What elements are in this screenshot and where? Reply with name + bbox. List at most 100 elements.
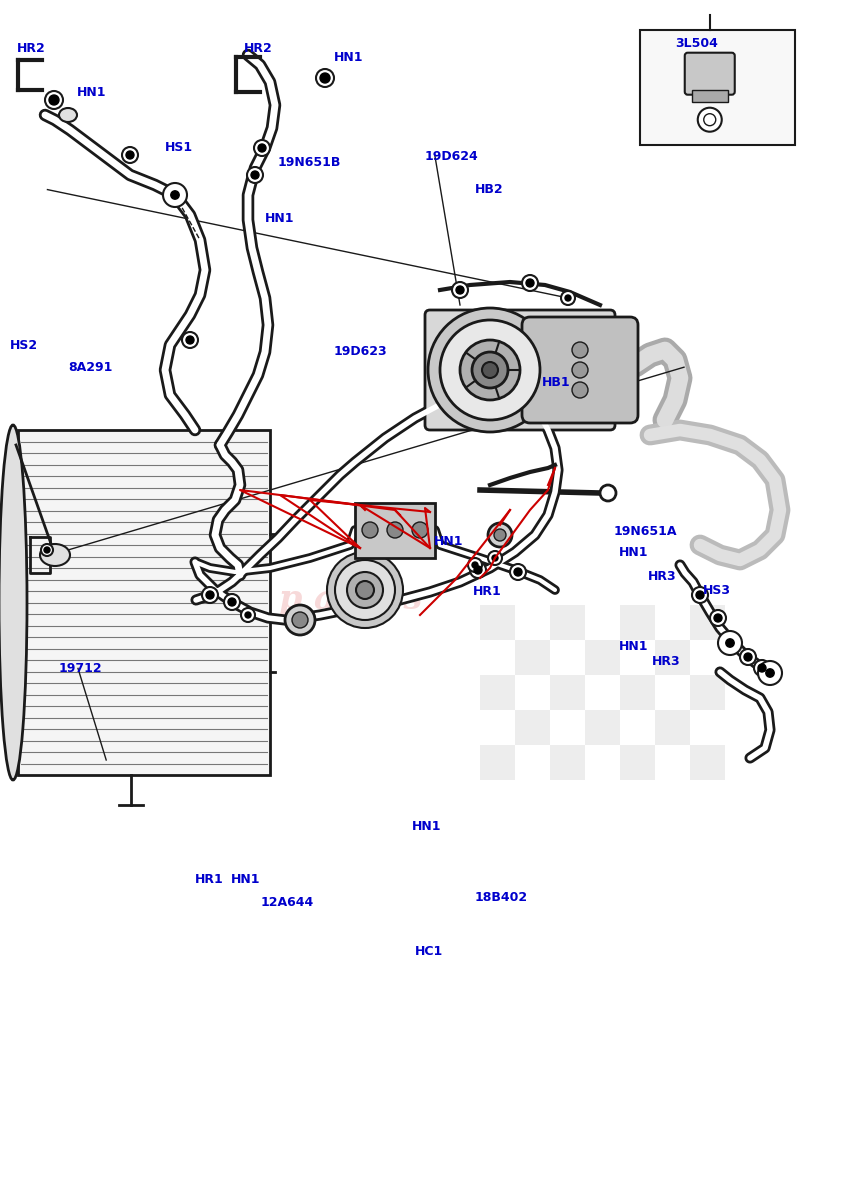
Bar <box>480 745 515 780</box>
Circle shape <box>600 485 616 502</box>
Circle shape <box>356 581 374 599</box>
Text: 8A291: 8A291 <box>68 361 113 373</box>
Circle shape <box>228 598 236 606</box>
Text: HN1: HN1 <box>619 546 649 558</box>
Ellipse shape <box>0 425 27 780</box>
Circle shape <box>182 332 198 348</box>
Circle shape <box>292 612 308 628</box>
Circle shape <box>474 566 482 574</box>
Text: HN1: HN1 <box>412 821 442 833</box>
Circle shape <box>387 522 403 538</box>
Text: HR2: HR2 <box>244 42 273 54</box>
Text: HN1: HN1 <box>231 874 261 886</box>
Circle shape <box>362 522 378 538</box>
Text: HB2: HB2 <box>475 184 503 196</box>
Circle shape <box>488 523 512 547</box>
Text: HR1: HR1 <box>195 874 224 886</box>
Circle shape <box>41 544 53 556</box>
Text: HS3: HS3 <box>703 584 731 596</box>
Circle shape <box>698 108 722 132</box>
Bar <box>355 503 435 558</box>
Circle shape <box>488 551 502 565</box>
Circle shape <box>285 605 315 635</box>
Circle shape <box>468 558 482 572</box>
Text: 12A644: 12A644 <box>261 896 314 908</box>
Text: HN1: HN1 <box>433 535 463 547</box>
Circle shape <box>440 320 540 420</box>
Bar <box>480 605 515 640</box>
Bar <box>515 640 550 674</box>
Circle shape <box>245 612 251 618</box>
Circle shape <box>186 336 194 344</box>
Circle shape <box>335 560 395 620</box>
Bar <box>640 30 795 145</box>
FancyBboxPatch shape <box>425 310 615 430</box>
Bar <box>690 674 725 710</box>
Circle shape <box>744 653 752 661</box>
Bar <box>690 605 725 640</box>
Circle shape <box>49 95 59 104</box>
Circle shape <box>696 590 704 599</box>
Circle shape <box>428 308 552 432</box>
Text: HB1: HB1 <box>542 377 570 389</box>
Circle shape <box>224 594 240 610</box>
Text: 19N651B: 19N651B <box>278 156 341 168</box>
Circle shape <box>758 664 766 672</box>
Circle shape <box>572 342 588 358</box>
Text: HR3: HR3 <box>652 655 680 667</box>
Circle shape <box>526 278 534 287</box>
Circle shape <box>171 191 180 199</box>
Circle shape <box>126 151 134 158</box>
Bar <box>18 430 270 775</box>
Circle shape <box>456 286 464 294</box>
Circle shape <box>258 144 266 152</box>
Circle shape <box>514 568 522 576</box>
Circle shape <box>206 590 214 599</box>
Bar <box>655 710 690 745</box>
FancyBboxPatch shape <box>522 317 638 422</box>
Circle shape <box>472 562 478 568</box>
Text: HR2: HR2 <box>17 42 46 54</box>
Bar <box>550 605 585 640</box>
Circle shape <box>327 552 403 628</box>
Bar <box>655 640 690 674</box>
Circle shape <box>482 362 498 378</box>
Text: HN1: HN1 <box>265 212 295 224</box>
Text: 19D624: 19D624 <box>425 150 479 162</box>
Bar <box>692 90 728 102</box>
Circle shape <box>718 631 742 655</box>
Ellipse shape <box>59 108 77 122</box>
Circle shape <box>740 649 756 665</box>
Circle shape <box>470 562 486 578</box>
Text: 19N651A: 19N651A <box>614 526 677 538</box>
Bar <box>690 745 725 780</box>
Circle shape <box>45 91 63 109</box>
Text: HR1: HR1 <box>473 586 502 598</box>
Circle shape <box>122 146 138 163</box>
Bar <box>620 605 655 640</box>
Bar <box>585 640 620 674</box>
Circle shape <box>754 660 770 676</box>
Ellipse shape <box>40 544 70 566</box>
Text: HC1: HC1 <box>415 946 443 958</box>
Circle shape <box>572 382 588 398</box>
Circle shape <box>766 668 774 677</box>
Circle shape <box>202 587 218 602</box>
Text: 19D623: 19D623 <box>333 346 387 358</box>
Text: 18B402: 18B402 <box>475 892 528 904</box>
Text: HS2: HS2 <box>10 340 38 352</box>
Text: HR3: HR3 <box>648 570 676 582</box>
Circle shape <box>241 608 255 622</box>
Circle shape <box>494 529 506 541</box>
Circle shape <box>412 522 428 538</box>
Circle shape <box>460 340 520 400</box>
Text: 3L504: 3L504 <box>675 37 718 49</box>
Bar <box>515 710 550 745</box>
Circle shape <box>347 572 383 608</box>
Circle shape <box>510 564 526 580</box>
Bar <box>550 745 585 780</box>
Bar <box>480 674 515 710</box>
Text: HN1: HN1 <box>77 86 107 98</box>
Circle shape <box>316 68 334 86</box>
Circle shape <box>452 282 468 298</box>
